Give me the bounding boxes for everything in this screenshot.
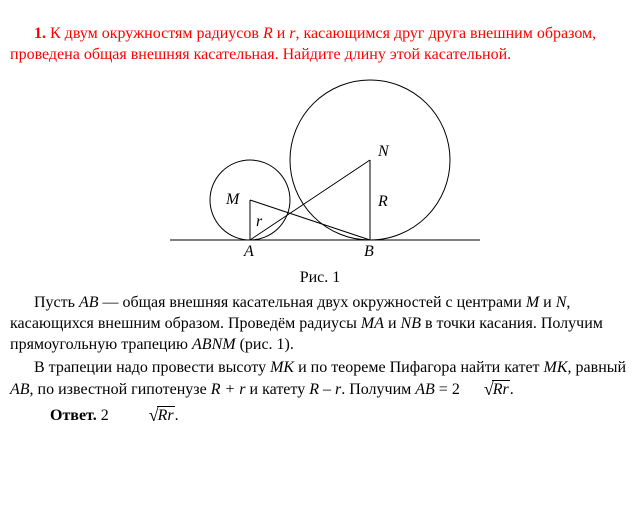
var-NB: NB xyxy=(401,315,421,332)
txt: и катету xyxy=(246,381,310,398)
figure: A B M Nr R xyxy=(10,70,630,267)
solution-p2: В трапеции надо провести высоту MK и по … xyxy=(10,358,630,402)
var-MK: MK xyxy=(270,359,294,376)
var-R: R xyxy=(263,25,273,42)
expr-Rpr: R + r xyxy=(211,381,246,398)
answer-label: Ответ. xyxy=(50,407,97,424)
radicand: Rr xyxy=(157,406,175,424)
expr-Rmr: R – r xyxy=(309,381,341,398)
var-MK: MK xyxy=(544,359,568,376)
var-ABNM: ABNM xyxy=(192,336,236,353)
var-MA: MA xyxy=(361,315,384,332)
figure-svg: A B M Nr R xyxy=(140,70,500,260)
svg-text:B: B xyxy=(364,243,374,260)
problem-text-1: К двум окружностям радиусов xyxy=(50,25,263,42)
txt: Пусть xyxy=(34,294,79,311)
txt: и по теореме Пифагора найти катет xyxy=(294,359,543,376)
problem-number: 1. xyxy=(34,25,46,42)
solution-p1: Пусть AB — общая внешняя касательная дву… xyxy=(10,293,630,355)
var-AB: AB xyxy=(79,294,99,311)
txt: В трапеции надо провести высоту xyxy=(34,359,270,376)
txt: . xyxy=(175,407,179,424)
var-AB: AB xyxy=(10,381,30,398)
eq-lhs: AB xyxy=(415,381,435,398)
svg-text:r: r xyxy=(256,213,263,230)
answer: Ответ. 2√Rr. xyxy=(10,404,630,427)
txt: , равный xyxy=(568,359,627,376)
txt: (рис. 1). xyxy=(236,336,294,353)
problem-statement: 1. К двум окружностям радиусов R и r, ка… xyxy=(10,24,630,66)
svg-text:A: A xyxy=(243,243,254,260)
sqrt: √Rr xyxy=(460,378,510,401)
txt: . xyxy=(510,381,514,398)
eq-eq: = 2 xyxy=(435,381,460,398)
radicand: Rr xyxy=(492,380,510,398)
svg-text:M: M xyxy=(225,191,241,208)
svg-text:R: R xyxy=(377,193,388,210)
txt: . Получим xyxy=(341,381,415,398)
txt: и xyxy=(539,294,556,311)
txt: и xyxy=(384,315,401,332)
txt: , по известной гипотенузе xyxy=(30,381,211,398)
figure-caption: Рис. 1 xyxy=(10,268,630,289)
var-N: N xyxy=(556,294,567,311)
var-M: M xyxy=(526,294,539,311)
txt: — общая внешняя касательная двух окружно… xyxy=(99,294,526,311)
answer-two: 2 xyxy=(97,407,109,424)
problem-and-1: и xyxy=(273,25,290,42)
sqrt: √Rr xyxy=(109,404,175,427)
svg-text:N: N xyxy=(377,143,390,160)
